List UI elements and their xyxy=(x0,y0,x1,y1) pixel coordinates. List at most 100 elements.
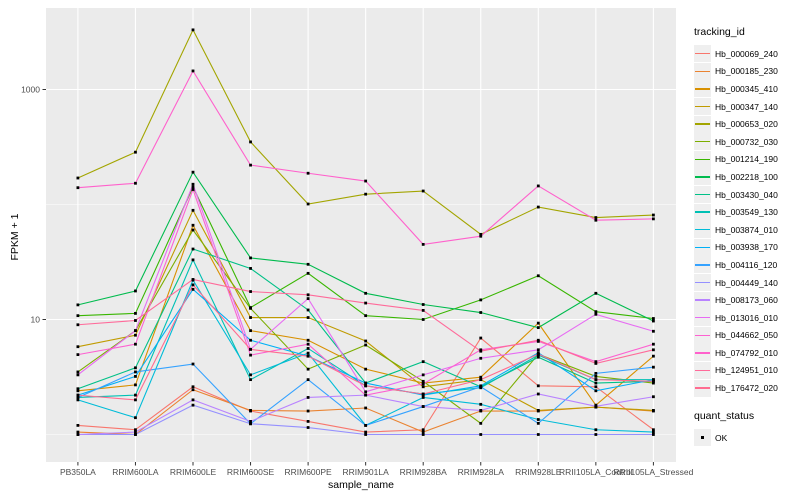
data-point xyxy=(536,433,540,436)
data-point xyxy=(134,181,137,185)
series-color-line-icon xyxy=(695,229,710,231)
data-point xyxy=(536,205,540,209)
data-point xyxy=(536,355,540,359)
series-color-key xyxy=(694,379,711,397)
data-point xyxy=(421,428,425,432)
series-color-key xyxy=(694,344,711,362)
legend-panel: tracking_id Hb_000069_240 Hb_000185_230 Hb… xyxy=(686,26,800,447)
x-tick-label: RRII105LA_Control xyxy=(559,467,633,477)
data-point xyxy=(76,433,80,436)
series-color-line-icon xyxy=(695,246,710,249)
series-color-line-icon xyxy=(695,123,710,125)
data-point xyxy=(76,370,80,374)
data-point xyxy=(76,314,80,318)
data-point xyxy=(421,373,425,377)
data-point xyxy=(421,360,425,364)
data-point xyxy=(364,433,368,436)
y-tick-label: 10 xyxy=(31,315,41,325)
data-point xyxy=(536,352,540,356)
data-point xyxy=(652,329,655,333)
data-point xyxy=(191,208,195,212)
series-label: Hb_008173_060 xyxy=(715,295,778,306)
data-point xyxy=(76,389,80,393)
series-label: Hb_124951_010 xyxy=(715,365,778,376)
series-color-line-icon xyxy=(695,53,710,55)
series-color-key xyxy=(694,45,711,63)
data-point xyxy=(594,310,598,314)
data-point xyxy=(421,242,425,246)
data-point xyxy=(134,311,137,315)
data-point xyxy=(364,393,368,397)
data-point xyxy=(191,228,195,232)
legend-item-Hb_044662_050: Hb_044662_050 xyxy=(686,326,800,345)
x-tick-label: RRII105LA_Stressed xyxy=(613,467,693,477)
data-point xyxy=(594,371,598,375)
data-point xyxy=(421,303,425,306)
series-color-line-icon xyxy=(695,105,710,108)
data-point xyxy=(594,433,598,436)
series-color-key xyxy=(694,115,711,133)
legend-item-Hb_000185_230: Hb_000185_230 xyxy=(686,62,800,81)
data-point xyxy=(134,370,137,374)
data-point xyxy=(249,316,252,319)
data-point xyxy=(76,176,80,180)
data-point xyxy=(191,287,195,291)
data-point xyxy=(306,396,310,399)
data-point xyxy=(306,171,310,175)
legend-item-Hb_000345_410: Hb_000345_410 xyxy=(686,80,800,98)
data-point xyxy=(191,247,195,251)
data-point xyxy=(249,140,252,144)
data-point xyxy=(479,232,483,236)
data-point xyxy=(306,347,310,350)
series-color-line-icon xyxy=(695,211,710,213)
data-point xyxy=(421,385,425,389)
data-point xyxy=(479,421,483,425)
data-point xyxy=(536,392,540,396)
legend-item-quant-ok: OK xyxy=(686,429,800,447)
series-label: Hb_001214_190 xyxy=(715,154,778,165)
series-label: Hb_003549_130 xyxy=(715,207,778,218)
series-color-key xyxy=(694,238,711,256)
series-color-key xyxy=(694,98,711,116)
data-point xyxy=(652,379,655,383)
data-point xyxy=(191,278,195,281)
data-point xyxy=(594,381,598,385)
data-point xyxy=(652,319,655,323)
data-point xyxy=(364,367,368,371)
legend-item-Hb_013016_010: Hb_013016_010 xyxy=(686,309,800,327)
data-point xyxy=(652,213,655,217)
data-point xyxy=(479,385,483,389)
data-point xyxy=(134,342,137,346)
data-point xyxy=(421,308,425,312)
series-label: Hb_003874_010 xyxy=(715,224,778,235)
series-color-key xyxy=(694,168,711,186)
x-tick-label: RRIM928BA xyxy=(400,467,448,477)
series-color-line-icon xyxy=(695,387,710,389)
data-point xyxy=(134,398,137,402)
series-color-key xyxy=(694,291,711,309)
data-point xyxy=(134,150,137,154)
data-point xyxy=(421,433,425,436)
data-point xyxy=(306,338,310,342)
series-label: Hb_176472_020 xyxy=(715,383,778,394)
series-label: Hb_004116_120 xyxy=(715,259,778,270)
series-color-line-icon xyxy=(695,141,710,143)
x-tick-label: RRIM928LE xyxy=(515,467,562,477)
legend-item-Hb_003938_170: Hb_003938_170 xyxy=(686,238,800,257)
data-point xyxy=(306,308,310,312)
data-point xyxy=(364,179,368,183)
data-point xyxy=(594,378,598,382)
series-color-line-icon xyxy=(695,317,710,319)
black-square-icon xyxy=(700,435,705,440)
data-point xyxy=(134,416,137,420)
data-point xyxy=(76,323,80,327)
data-point xyxy=(134,329,137,333)
data-point xyxy=(76,186,80,190)
data-point xyxy=(134,433,137,436)
series-label: Hb_000732_030 xyxy=(715,136,778,147)
data-point xyxy=(249,378,252,382)
data-point xyxy=(191,188,195,191)
data-point xyxy=(652,430,655,434)
legend-title-quant-status: quant_status xyxy=(694,409,755,422)
